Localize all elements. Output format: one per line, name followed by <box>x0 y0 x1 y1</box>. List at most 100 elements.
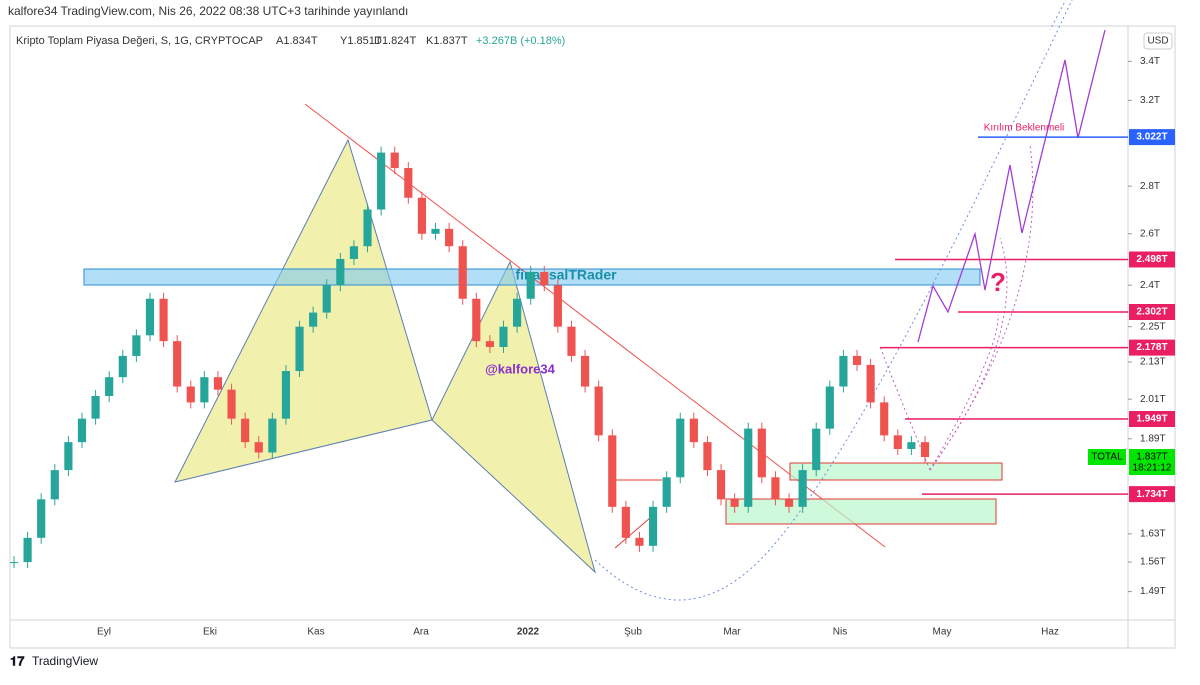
candle-body <box>431 228 440 234</box>
candle-body <box>744 428 753 507</box>
footer: 𝟏𝟕 TradingView <box>10 653 98 668</box>
x-tick-label: 2022 <box>517 627 540 638</box>
candle-body <box>608 435 617 507</box>
candle-body <box>920 442 930 458</box>
candle-body <box>703 442 712 471</box>
candle-body <box>309 312 318 327</box>
publisher: kalfore34 TradingView.com, Nis 26, 2022 … <box>8 4 408 18</box>
y-tick-label: 1.63T <box>1140 529 1166 540</box>
countdown: 18:21:12 <box>1133 463 1172 474</box>
candle-body <box>567 326 576 356</box>
candle-body <box>64 442 73 471</box>
candle-body <box>281 371 291 419</box>
level-label: 2.498T <box>1136 254 1167 265</box>
candle-body <box>458 246 467 299</box>
candle-body <box>159 298 168 342</box>
last-tag <box>1129 449 1175 476</box>
candle-body <box>676 418 685 478</box>
x-tick-label: Şub <box>624 627 642 638</box>
level-label: 2.302T <box>1136 307 1167 318</box>
candle-body <box>254 442 263 453</box>
support-box-1 <box>789 462 1003 481</box>
candle-body <box>553 285 562 327</box>
candle-body <box>907 442 916 450</box>
question-mark: ? <box>990 267 1006 297</box>
level-tag <box>1129 251 1175 268</box>
symbol: Kripto Toplam Piyasa Değeri, S, 1G, CRYP… <box>16 35 263 47</box>
candle-body <box>784 499 794 507</box>
level-tag <box>1129 339 1175 356</box>
level-label: 3.022T <box>1136 132 1167 143</box>
change: +3.267B (+0.18%) <box>476 35 565 47</box>
candle-body <box>349 246 359 259</box>
x-tick-label: Ara <box>413 627 429 638</box>
candle-body <box>50 470 59 500</box>
candle-body <box>377 152 386 210</box>
logo: 𝟏𝟕 <box>10 653 25 668</box>
x-tick-label: Kas <box>307 627 324 638</box>
y-tick-label: 2.01T <box>1140 394 1166 405</box>
candle-body <box>336 258 345 286</box>
level-tag <box>1129 486 1175 503</box>
y-tick-label: 2.6T <box>1140 228 1160 239</box>
candle-body <box>268 418 277 453</box>
zigzag-projection <box>917 29 1106 343</box>
last-label: 1.837T <box>1136 452 1167 463</box>
harmonic-pattern-1 <box>174 138 433 483</box>
currency: USD <box>1147 36 1168 47</box>
candle-body <box>186 386 195 403</box>
candle-body <box>200 377 209 403</box>
candle-body <box>594 386 603 436</box>
candle-body <box>213 377 223 390</box>
candle-body <box>621 506 630 538</box>
breakout-note: Kırılım Beklenmeli <box>984 123 1065 134</box>
candle-body <box>662 477 671 507</box>
candle-body <box>485 341 494 348</box>
candle-body <box>295 326 304 372</box>
projection-curve <box>929 144 1034 471</box>
candle-body <box>635 537 644 546</box>
candle-body <box>893 435 902 450</box>
ohlc-open: A1.834T <box>276 35 318 47</box>
candle-body <box>363 209 372 247</box>
ohlc-high: Y1.851T <box>340 35 382 47</box>
projection-curve <box>594 0 1073 601</box>
y-tick-label: 2.13T <box>1140 357 1166 368</box>
x-tick-label: Haz <box>1041 627 1059 638</box>
candle-body <box>445 228 454 247</box>
support-box-2 <box>725 498 997 525</box>
y-tick-label: 1.49T <box>1140 586 1166 597</box>
candle-body <box>580 355 590 387</box>
candle-body <box>689 418 698 443</box>
candle-body <box>91 395 100 419</box>
candle-body <box>866 364 875 403</box>
candle-body <box>37 499 46 538</box>
y-tick-label: 1.89T <box>1140 433 1166 444</box>
candle-body <box>105 377 114 396</box>
y-tick-label: 2.8T <box>1140 181 1160 192</box>
y-tick-label: 3.2T <box>1140 95 1160 106</box>
candle-body <box>77 418 87 443</box>
candle-body <box>322 285 331 313</box>
y-tick-label: 3.4T <box>1140 56 1160 67</box>
level-tag <box>1129 410 1175 427</box>
candle-body <box>132 335 141 356</box>
currency-button[interactable] <box>1143 32 1173 50</box>
candle-body <box>540 271 549 286</box>
candle-body <box>730 499 739 507</box>
y-tick-label: 2.25T <box>1140 321 1166 332</box>
ohlc-low: D1.824T <box>374 35 416 47</box>
candle-body <box>404 168 413 198</box>
candle-body <box>880 402 889 436</box>
candle-body <box>227 389 236 419</box>
x-tick-label: Eki <box>203 627 217 638</box>
candle-body <box>757 428 766 478</box>
candle-body <box>499 326 508 348</box>
level-label: 2.178T <box>1136 342 1167 353</box>
candle-body <box>716 470 726 500</box>
chart-frame <box>9 25 1176 649</box>
candle-body <box>825 386 834 429</box>
candle-body <box>771 477 780 500</box>
candle-body <box>852 355 862 365</box>
